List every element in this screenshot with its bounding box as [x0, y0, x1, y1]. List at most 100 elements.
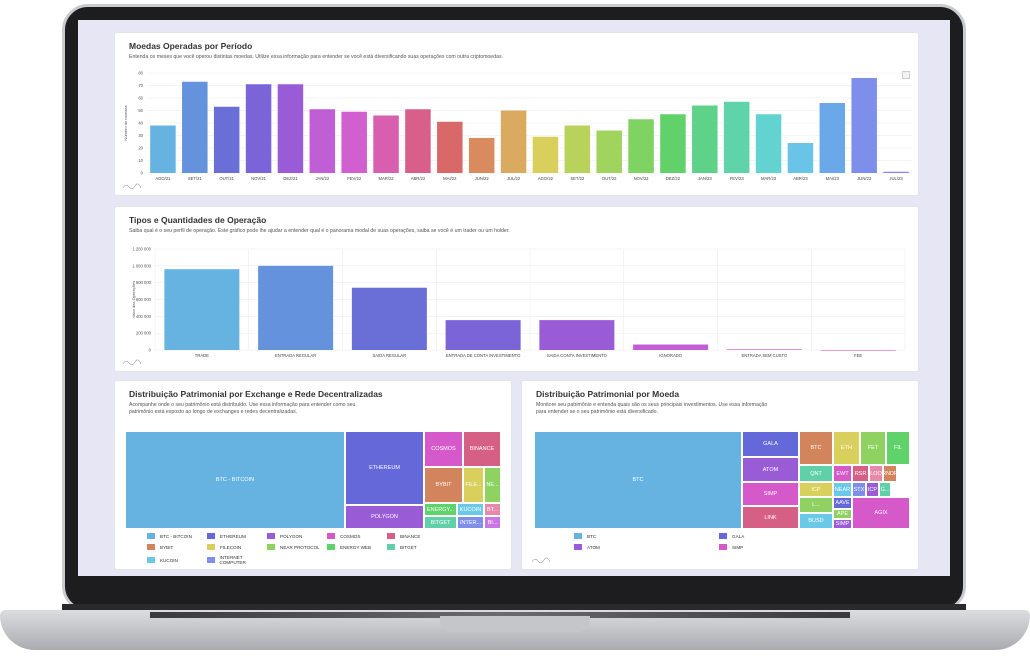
treemap-tile[interactable]: GALA — [742, 431, 799, 457]
treemap-tile[interactable]: ICP — [799, 482, 833, 497]
legend-swatch — [147, 557, 155, 563]
legend-label: FILECOIN — [220, 544, 242, 550]
treemap-tile[interactable]: BITGET — [424, 516, 457, 529]
treemap-tile[interactable]: SIMP — [833, 519, 852, 529]
treemap-tile[interactable]: FET — [860, 431, 886, 465]
legend-item[interactable]: ATOM — [574, 544, 719, 550]
bar — [564, 125, 591, 173]
legend-item[interactable]: COSMOS — [327, 533, 387, 539]
legend-label: BTC — [587, 533, 597, 539]
bar — [182, 81, 208, 173]
treemap-tile[interactable]: ETHEREUM — [345, 431, 424, 505]
bar — [351, 287, 427, 350]
treemap-tile[interactable]: AAVE — [833, 497, 852, 509]
dashboard-screen: Moedas Operadas por Período Entenda os m… — [78, 20, 950, 576]
treemap-tile[interactable]: NEAR — [833, 482, 852, 497]
treemap-tile[interactable]: STX — [852, 482, 866, 497]
treemap-tile[interactable]: INTER... — [457, 516, 484, 529]
legend-swatch — [207, 533, 215, 539]
treemap-tile[interactable]: BYBIT — [424, 467, 463, 503]
treemap-tile[interactable]: RNDR — [883, 465, 897, 482]
treemap-tile[interactable]: L... — [799, 497, 833, 513]
treemap-tile[interactable]: ENERGY... — [424, 503, 457, 516]
legend-label: POLYGON — [280, 533, 303, 539]
bar — [883, 171, 909, 173]
bar — [723, 101, 750, 173]
x-tick-label: FEV/22 — [347, 176, 362, 181]
treemap-tile[interactable]: COSMOS — [424, 431, 463, 467]
legend-item[interactable]: BTC — [574, 533, 719, 539]
treemap-tile[interactable]: NE... — [484, 467, 501, 503]
bar — [539, 320, 615, 350]
legend-label: KUCOIN — [160, 557, 178, 563]
x-tick-label: JAN/22 — [315, 176, 329, 181]
x-tick-label: FEE — [854, 353, 862, 358]
treemap-tile[interactable]: BTC — [534, 431, 742, 529]
treemap-tile[interactable]: BUSD — [799, 513, 833, 529]
legend-item[interactable]: NEAR PROTOCOL — [267, 544, 327, 550]
treemap-tile[interactable]: EWT — [833, 465, 852, 482]
y-tick-label: 30 — [138, 133, 143, 138]
x-tick-label: ABR/22 — [411, 176, 426, 181]
x-tick-label: FEV/23 — [730, 176, 745, 181]
treemap-tile[interactable]: ATOM — [742, 457, 799, 482]
treemap-tile[interactable]: LINK — [742, 506, 799, 529]
treemap-tile[interactable]: BT... — [484, 503, 501, 516]
legend-item[interactable]: GALA — [719, 533, 864, 539]
bar — [633, 344, 709, 350]
treemap-tile[interactable]: POLYGON — [345, 505, 424, 529]
bar — [819, 103, 846, 173]
legend-item[interactable]: INTERNET COMPUTER — [207, 555, 267, 565]
legend-item[interactable]: ENERGY WEB — [327, 544, 387, 550]
exchange-card: Distribuição Patrimonial por Exchange e … — [114, 380, 512, 570]
chart-menu-icon[interactable] — [902, 71, 910, 79]
x-tick-label: OUT/22 — [602, 176, 617, 181]
bar — [532, 136, 559, 173]
treemap-tile[interactable]: QNT — [799, 465, 833, 482]
treemap-tile[interactable]: BTC - BITCOIN — [125, 431, 345, 529]
legend-swatch — [574, 544, 582, 550]
tipos-title: Tipos e Quantidades de Operação — [129, 215, 267, 225]
x-tick-label: DEZ/22 — [666, 176, 681, 181]
x-tick-label: MAR/22 — [378, 176, 394, 181]
treemap-tile[interactable]: FILE... — [463, 467, 484, 503]
legend-item[interactable]: FILECOIN — [207, 544, 267, 550]
bar — [628, 119, 654, 173]
treemap-tile[interactable]: ICP — [866, 482, 879, 497]
legend-item[interactable]: POLYGON — [267, 533, 327, 539]
treemap-tile[interactable]: LOO — [869, 465, 883, 482]
treemap-tile[interactable]: KUCOIN — [457, 503, 484, 516]
legend-item[interactable]: SIMP — [719, 544, 864, 550]
moedas-description: Entenda os meses que você operou distint… — [129, 54, 503, 60]
treemap-tile[interactable]: RSR — [852, 465, 869, 482]
x-tick-label: ENTRADA REGULAR — [275, 353, 316, 358]
x-tick-label: ENTRADA DE CONTA INVESTIMENTO — [446, 353, 521, 358]
x-tick-label: JUN/22 — [475, 176, 490, 181]
treemap-tile[interactable]: SIMP — [742, 482, 799, 506]
treemap-tile[interactable]: ETH — [833, 431, 860, 465]
legend-item[interactable]: BITGET — [387, 544, 447, 550]
treemap-tile[interactable]: BTC — [799, 431, 833, 465]
legend-swatch — [719, 533, 727, 539]
x-tick-label: IGNORADO — [659, 353, 683, 358]
legend-item[interactable]: ETHEREUM — [207, 533, 267, 539]
treemap-tile[interactable]: FIL — [886, 431, 910, 465]
y-axis-label: Número de moedas — [123, 105, 128, 140]
legend-item[interactable]: KUCOIN — [147, 555, 207, 565]
treemap-tile[interactable]: BINANCE — [463, 431, 501, 467]
bar — [405, 109, 431, 173]
wave-logo-icon — [123, 183, 141, 189]
legend-item[interactable]: BINANCE — [387, 533, 447, 539]
treemap-tile[interactable]: BI... — [484, 516, 501, 529]
legend-label: BINANCE — [400, 533, 421, 539]
legend-swatch — [207, 557, 215, 563]
legend-item[interactable]: BYBIT — [147, 544, 207, 550]
y-tick-label: 1 000 000 — [132, 263, 151, 268]
treemap-tile[interactable]: APE — [833, 509, 852, 519]
treemap-tile[interactable]: G... — [879, 482, 891, 497]
treemap-tile[interactable]: AGIX — [852, 497, 910, 529]
x-tick-label: OUT/21 — [219, 176, 234, 181]
x-tick-label: SET/22 — [570, 176, 585, 181]
y-tick-label: 80 — [138, 71, 143, 76]
legend-item[interactable]: BTC - BITCOIN — [147, 533, 207, 539]
